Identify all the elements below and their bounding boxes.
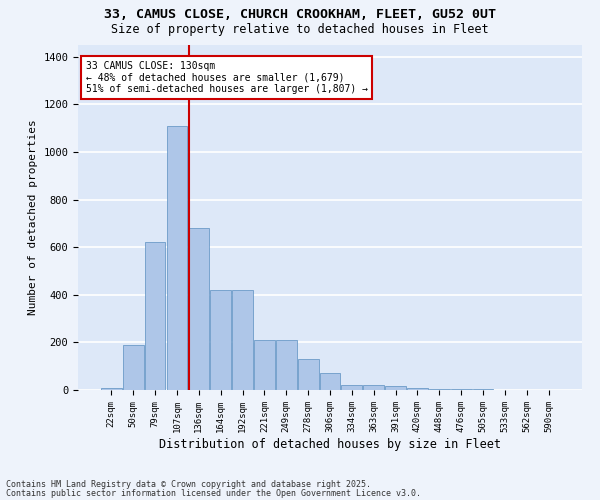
Bar [320,374,340,390]
Bar [298,359,319,390]
Text: Size of property relative to detached houses in Fleet: Size of property relative to detached ho… [111,22,489,36]
Text: 33 CAMUS CLOSE: 130sqm
← 48% of detached houses are smaller (1,679)
51% of semi-: 33 CAMUS CLOSE: 130sqm ← 48% of detached… [86,60,368,94]
Text: Contains public sector information licensed under the Open Government Licence v3: Contains public sector information licen… [6,489,421,498]
Bar [145,242,166,390]
Bar [123,345,143,390]
Bar [254,340,275,390]
Text: Contains HM Land Registry data © Crown copyright and database right 2025.: Contains HM Land Registry data © Crown c… [6,480,371,489]
Y-axis label: Number of detached properties: Number of detached properties [28,120,38,316]
Bar [364,385,384,390]
X-axis label: Distribution of detached houses by size in Fleet: Distribution of detached houses by size … [159,438,501,450]
Bar [407,388,428,390]
Bar [276,340,296,390]
Bar [210,290,231,390]
Bar [167,126,187,390]
Bar [101,388,122,390]
Text: 33, CAMUS CLOSE, CHURCH CROOKHAM, FLEET, GU52 0UT: 33, CAMUS CLOSE, CHURCH CROOKHAM, FLEET,… [104,8,496,20]
Bar [188,228,209,390]
Bar [341,385,362,390]
Bar [385,386,406,390]
Bar [232,290,253,390]
Bar [429,389,450,390]
Bar [451,389,472,390]
